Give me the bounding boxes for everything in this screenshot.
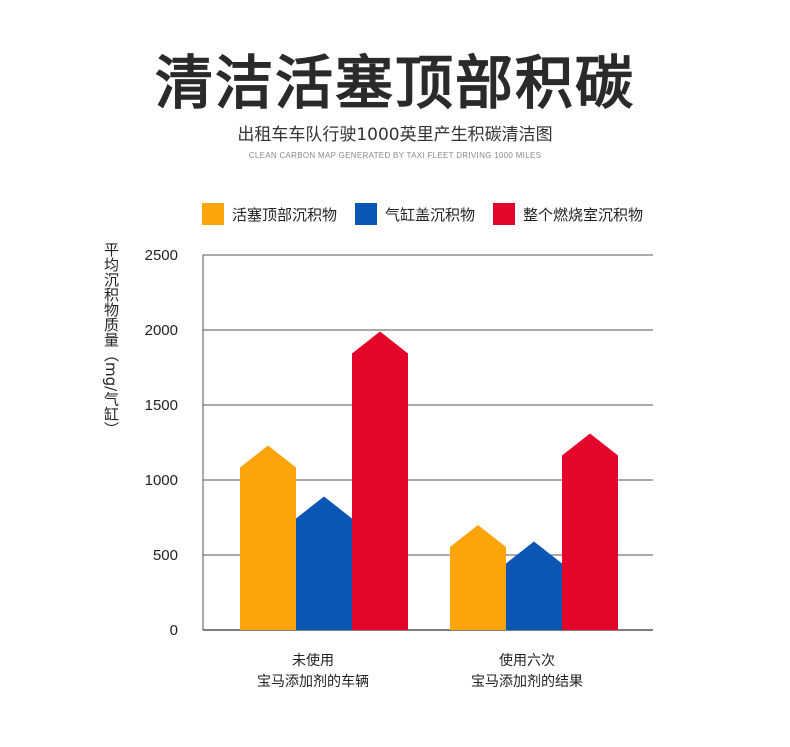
legend-label-combustion-chamber: 整个燃烧室沉积物 xyxy=(523,205,644,224)
bar-combustion-chamber-group-2 xyxy=(562,433,618,630)
page-title: 清洁活塞顶部积碳 xyxy=(154,49,635,117)
page-subtitle: 出租车车队行驶1000英里产生积碳清洁图 xyxy=(237,125,553,145)
legend-item-combustion-chamber: 整个燃烧室沉积物 xyxy=(493,203,643,225)
y-tick-label-2500: 2500 xyxy=(145,247,178,264)
bar-cylinder-head-group-1 xyxy=(296,496,352,630)
bar-combustion-chamber-group-1 xyxy=(352,331,408,630)
bar-cylinder-head-group-2 xyxy=(506,541,562,630)
bar-piston-group-2 xyxy=(450,525,506,630)
legend-label-cylinder-head: 气缸盖沉积物 xyxy=(385,205,476,224)
legend-item-cylinder-head: 气缸盖沉积物 xyxy=(355,203,475,225)
x-category-label-1-line-1: 未使用 xyxy=(292,652,334,669)
x-category-label-1-line-2: 宝马添加剂的车辆 xyxy=(257,673,369,690)
y-axis-label: 平均沉积物质量（mg/气缸） xyxy=(102,242,120,437)
x-category-label-2-line-2: 宝马添加剂的结果 xyxy=(471,674,583,690)
bar-piston-group-1 xyxy=(240,445,296,630)
y-tick-label-1500: 1500 xyxy=(145,397,178,414)
legend-swatch-piston xyxy=(202,203,224,225)
legend-swatch-combustion-chamber xyxy=(493,203,516,225)
y-tick-label-0: 0 xyxy=(170,622,178,639)
legend-item-piston: 活塞顶部沉积物 xyxy=(202,203,337,225)
page-subtitle-english: CLEAN CARBON MAP GENERATED BY TAXI FLEET… xyxy=(248,151,542,160)
legend-swatch-cylinder-head xyxy=(355,203,378,225)
legend-label-piston: 活塞顶部沉积物 xyxy=(232,205,338,224)
x-category-label-2-line-1: 使用六次 xyxy=(499,652,555,669)
y-tick-label-2000: 2000 xyxy=(145,322,178,339)
y-tick-label-500: 500 xyxy=(153,547,178,564)
y-tick-label-1000: 1000 xyxy=(145,472,178,489)
chart-legend: 活塞顶部沉积物 气缸盖沉积物 整个燃烧室沉积物 xyxy=(202,203,661,225)
